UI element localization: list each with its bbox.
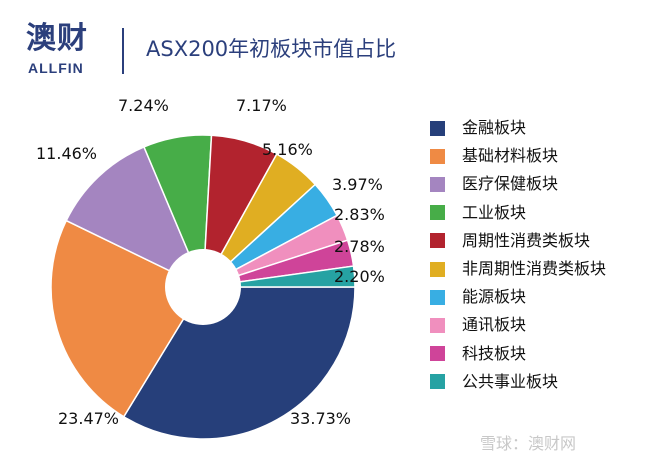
legend-item: 工业板块 <box>430 199 606 227</box>
data-label: 11.46% <box>36 144 97 163</box>
data-label: 7.24% <box>118 96 169 115</box>
data-label: 3.97% <box>332 175 383 194</box>
data-label: 2.78% <box>334 237 385 256</box>
pie-slice <box>122 286 356 440</box>
legend-swatch <box>430 374 445 390</box>
legend-label: 科技板块 <box>462 343 527 363</box>
legend-label: 基础材料板块 <box>462 146 559 166</box>
legend-label: 非周期性消费类板块 <box>462 259 607 279</box>
legend-swatch <box>430 289 445 305</box>
legend-item: 金融板块 <box>430 114 606 142</box>
data-label: 7.17% <box>236 96 287 115</box>
logo-text: ALLFIN <box>28 60 84 76</box>
watermark: 雪球：澳财网 <box>480 434 577 453</box>
data-label: 5.16% <box>262 140 313 159</box>
legend: 金融板块基础材料板块 医疗保健板块 工业板块周期性消费类板块 非周期性消费类板块 能源板… <box>430 114 606 396</box>
legend-swatch <box>430 205 445 221</box>
legend-label: 公共事业板块 <box>462 371 559 391</box>
data-label: 2.20% <box>334 267 385 286</box>
legend-item: 医疗保健板块 <box>430 170 606 198</box>
legend-label: 通讯板块 <box>462 315 527 335</box>
legend-item: 非周期性消费类板块 <box>430 255 606 283</box>
legend-swatch <box>430 346 445 362</box>
donut-hole <box>165 249 241 325</box>
data-label: 23.47% <box>58 409 119 428</box>
pie-slice <box>50 219 205 418</box>
chart-title: ASX200年初板块市值占比 <box>146 37 397 61</box>
divider <box>122 28 124 74</box>
legend-label: 医疗保健板块 <box>462 174 559 194</box>
legend-item: 能源板块 <box>430 283 606 311</box>
legend-label: 工业板块 <box>462 202 527 222</box>
legend-label: 能源板块 <box>462 287 527 307</box>
legend-swatch <box>430 317 445 333</box>
legend-swatch <box>430 233 445 249</box>
legend-swatch <box>430 148 445 164</box>
legend-label: 周期性消费类板块 <box>462 230 591 250</box>
legend-item: 公共事业板块 <box>430 368 606 396</box>
legend-swatch <box>430 261 445 277</box>
legend-item: 通讯板块 <box>430 311 606 339</box>
legend-label: 金融板块 <box>462 118 527 138</box>
pie-slice <box>202 265 356 288</box>
legend-swatch <box>430 120 445 136</box>
pie-slice <box>65 145 205 289</box>
legend-item: 科技板块 <box>430 340 606 368</box>
legend-swatch <box>430 176 445 192</box>
legend-item: 基础材料板块 <box>430 142 606 170</box>
legend-item: 周期性消费类板块 <box>430 227 606 255</box>
data-label: 2.83% <box>334 205 385 224</box>
logo: 澳财 <box>26 21 88 56</box>
data-label: 33.73% <box>290 409 351 428</box>
